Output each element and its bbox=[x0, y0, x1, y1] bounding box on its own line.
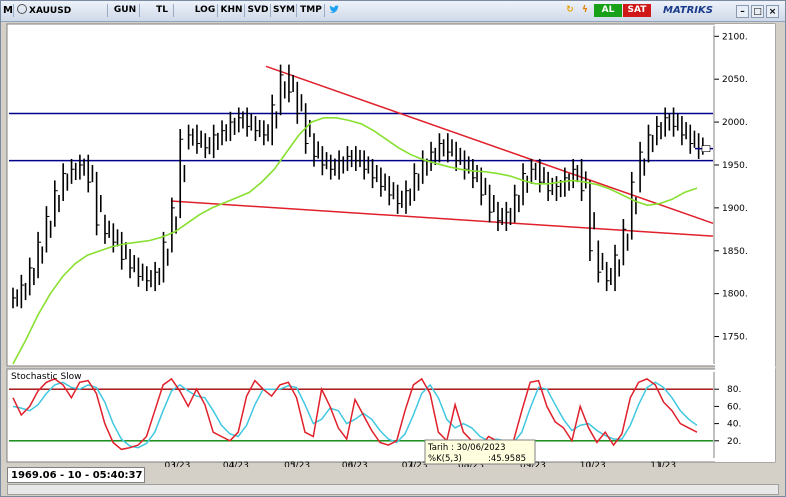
search-icon bbox=[17, 4, 27, 14]
tooltip-date: Tarih : 30/06/2023 bbox=[427, 443, 506, 453]
price-y-tick-label: 1950. bbox=[722, 161, 748, 171]
price-y-tick-label: 2100. bbox=[722, 32, 748, 42]
sell-button[interactable]: SAT bbox=[623, 4, 651, 17]
horizontal-scrollbar[interactable] bbox=[7, 484, 779, 495]
period-gun-button[interactable]: GUN bbox=[111, 4, 140, 17]
stoch-y-tick-label: 40. bbox=[727, 420, 741, 430]
current-price-flag bbox=[701, 145, 711, 152]
price-y-tick-label: 1750. bbox=[722, 333, 748, 343]
x-axis-tick-label: 04/23 bbox=[223, 461, 249, 470]
stoch-y-tick-label: 60. bbox=[727, 402, 741, 412]
symbol-label: XAUUSD bbox=[29, 6, 72, 16]
crosshair-readout: 1969.06 - 10 - 05:40:37 bbox=[7, 467, 145, 483]
x-axis-tick-label: 07/23 bbox=[402, 461, 428, 470]
tooltip-value: :45.9585 bbox=[488, 454, 526, 464]
price-y-tick-label: 1900. bbox=[722, 204, 748, 214]
x-axis-tick-label: 08/23 bbox=[458, 461, 484, 470]
stochastic-title: Stochastic Slow bbox=[11, 372, 82, 382]
price-y-tick-label: 1850. bbox=[722, 247, 748, 257]
x-axis-tick-label: 05/23 bbox=[284, 461, 310, 470]
matriks-logo: MATRIKS bbox=[663, 5, 713, 16]
x-axis-tick-label: 10/23 bbox=[580, 461, 606, 470]
chart-area[interactable]: 2100. 2050. 2000. 1950. 1900. 1850. 1800. 1750.… bbox=[5, 22, 781, 470]
twitter-icon[interactable] bbox=[327, 4, 341, 17]
close-icon[interactable]: × bbox=[766, 5, 779, 18]
currency-tl-button[interactable]: TL bbox=[151, 4, 174, 17]
price-y-tick-label: 2000. bbox=[722, 118, 748, 128]
stochastic-panel bbox=[6, 368, 776, 463]
x-axis-tick-label: 09/23 bbox=[520, 461, 546, 470]
sym-button[interactable]: SYM bbox=[272, 4, 297, 17]
minimize-icon[interactable]: – bbox=[736, 5, 749, 18]
bottom-bar: 1969.06 - 10 - 05:40:37 bbox=[1, 467, 785, 496]
svd-button[interactable]: SVD bbox=[246, 4, 271, 17]
maximize-icon[interactable]: □ bbox=[751, 5, 764, 18]
price-y-tick-label: 2050. bbox=[722, 75, 748, 85]
buy-button[interactable]: AL bbox=[594, 4, 622, 17]
x-axis-tick-label: 03/23 bbox=[164, 461, 190, 470]
x-axis-tick-label: 06/23 bbox=[342, 461, 368, 470]
stoch-y-tick-label: 80. bbox=[727, 385, 741, 395]
log-scale-button[interactable]: LOG bbox=[193, 4, 218, 17]
moving-average-line bbox=[12, 117, 698, 365]
stoch-y-tick-label: 20. bbox=[727, 437, 741, 447]
trendline bbox=[265, 65, 714, 225]
tmp-button[interactable]: TMP bbox=[298, 4, 325, 17]
x-axis-tick-label: 11/23 bbox=[650, 461, 676, 470]
chart-toolbar: M XAUUSD GUN TL LOG KHN SVD SYM TMP ↻ ϟ … bbox=[1, 1, 785, 22]
y-axis-strip bbox=[715, 24, 775, 462]
tooltip-label: %K(5,3) bbox=[428, 454, 462, 464]
price-y-tick-label: 1800. bbox=[722, 290, 748, 300]
value-tooltip: Tarih : 30/06/2023 %K(5,3) :45.9585 bbox=[424, 439, 536, 465]
stoch-k-line bbox=[12, 377, 698, 451]
khn-button[interactable]: KHN bbox=[219, 4, 245, 17]
stoch-d-line bbox=[12, 381, 698, 449]
lightning-icon[interactable]: ϟ bbox=[582, 5, 588, 15]
symbol-field[interactable]: XAUUSD bbox=[14, 4, 108, 17]
menu-m-button[interactable]: M bbox=[3, 4, 14, 17]
refresh-icon[interactable]: ↻ bbox=[566, 5, 574, 15]
